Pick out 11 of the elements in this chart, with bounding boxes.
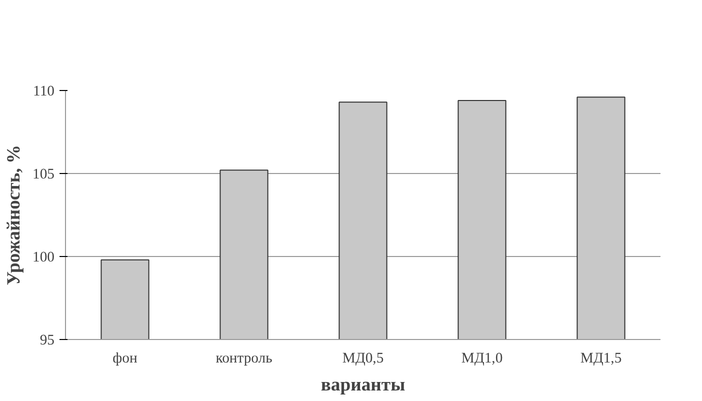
x-tick-label: МД0,5: [342, 350, 384, 366]
x-tick-label: МД1,0: [461, 350, 503, 366]
y-axis-title: Урожайность, %: [4, 144, 25, 286]
x-axis-title: варианты: [320, 374, 406, 396]
x-tick-label: МД1,5: [580, 350, 622, 366]
y-tick-label: 105: [32, 166, 54, 182]
y-tick-label: 95: [40, 332, 54, 348]
x-tick-label: контроль: [216, 350, 273, 366]
x-tick-label: фон: [112, 350, 138, 366]
y-tick-label: 100: [32, 250, 54, 266]
y-tick-label: 110: [33, 84, 55, 100]
